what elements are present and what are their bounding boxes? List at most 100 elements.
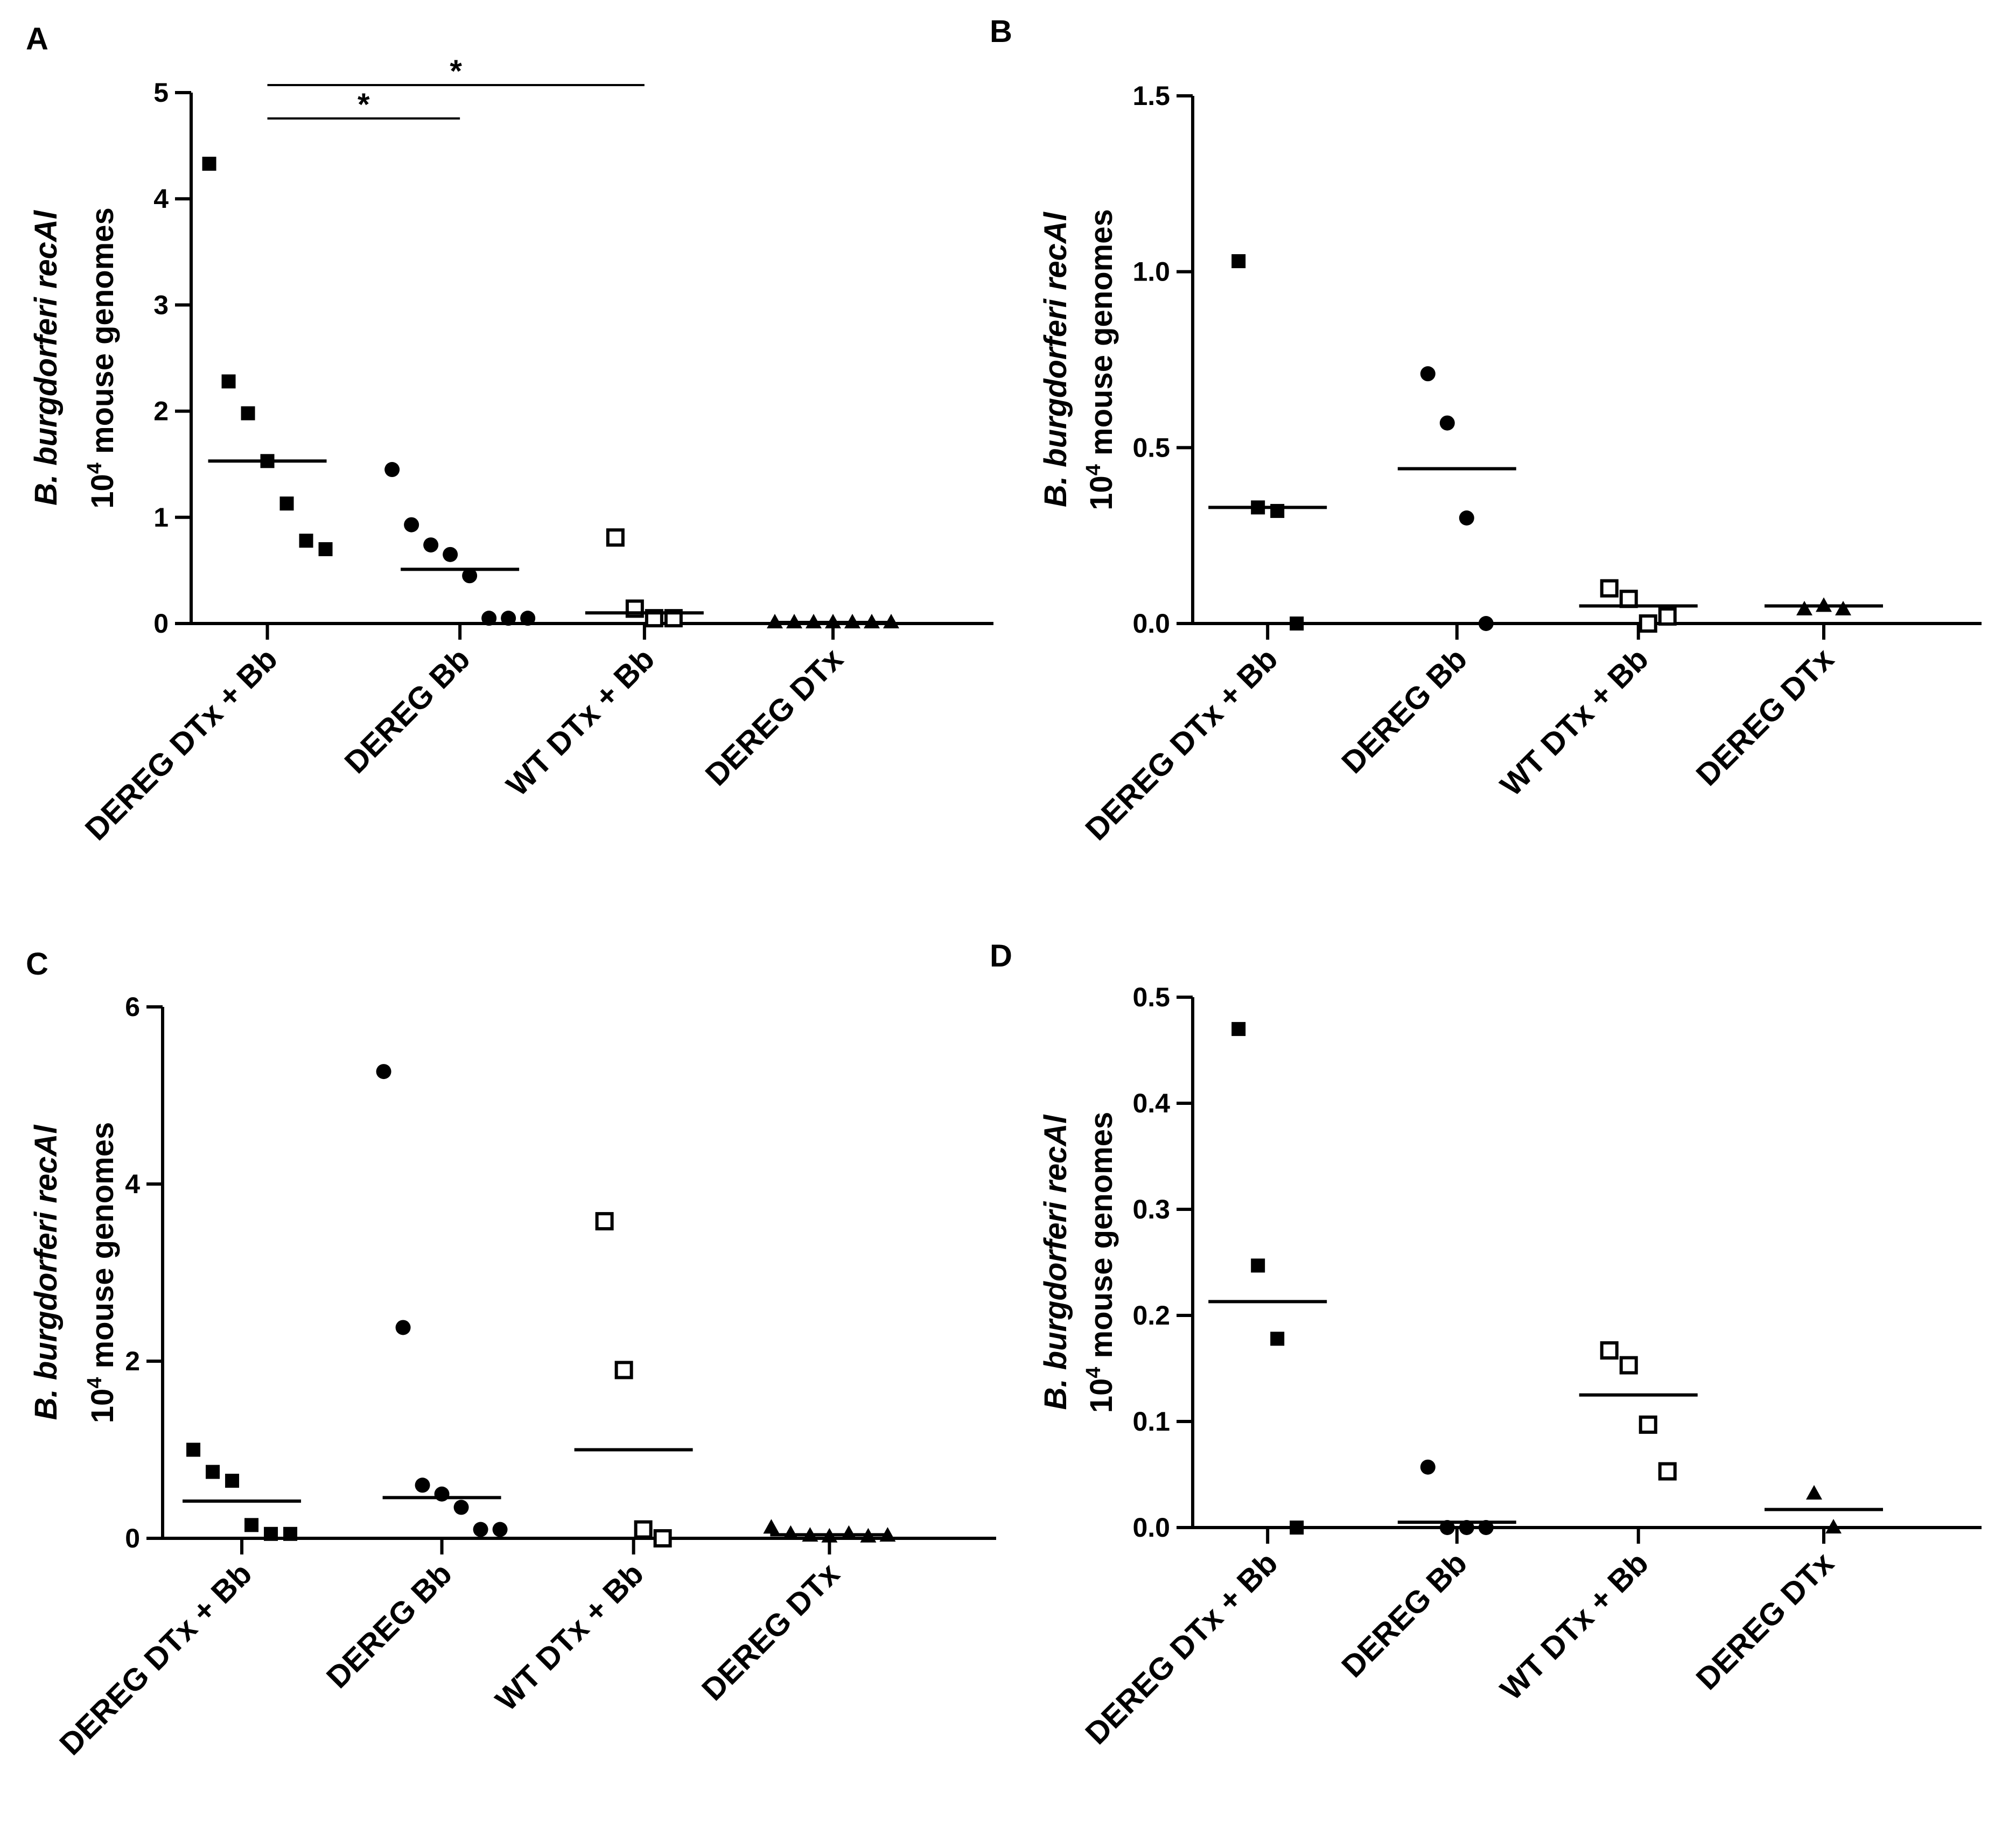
y-tick-label: 0.3 bbox=[1132, 1194, 1170, 1224]
y-tick-label: 4 bbox=[125, 1169, 140, 1199]
y-label-superscript: 4 bbox=[1082, 1367, 1105, 1378]
data-point bbox=[462, 568, 478, 584]
data-point bbox=[841, 1525, 857, 1540]
y-axis-label-line1: B. burgdorferi recAl bbox=[29, 1124, 64, 1420]
data-point bbox=[1619, 590, 1638, 608]
data-point bbox=[1639, 614, 1657, 633]
y-tick-label: 0 bbox=[125, 1523, 140, 1553]
category-label: DEREG DTx bbox=[1690, 1545, 1841, 1697]
y-tick-label: 2 bbox=[153, 396, 169, 426]
y-tick-label: 3 bbox=[153, 290, 169, 320]
data-point bbox=[453, 1500, 469, 1515]
y-tick-label: 1.0 bbox=[1132, 257, 1170, 287]
data-point bbox=[1825, 1519, 1842, 1533]
y-label-superscript: 4 bbox=[1082, 464, 1105, 475]
data-point bbox=[606, 528, 625, 547]
data-point bbox=[241, 406, 255, 421]
data-point bbox=[423, 537, 439, 553]
data-point bbox=[481, 611, 497, 626]
y-axis-label-line1: B. burgdorferi recAl bbox=[29, 209, 64, 506]
y-tick-label: 5 bbox=[153, 78, 169, 108]
data-point bbox=[1459, 510, 1474, 526]
panel-letter: A bbox=[26, 22, 48, 57]
data-point bbox=[595, 1212, 614, 1231]
data-point bbox=[395, 1320, 411, 1335]
data-point bbox=[1231, 1022, 1246, 1036]
data-point bbox=[520, 611, 536, 626]
data-point bbox=[1600, 1341, 1619, 1360]
data-point bbox=[186, 1442, 201, 1457]
data-point bbox=[225, 1474, 240, 1488]
y-axis-label-line2: 104 mouse genomes bbox=[1082, 1112, 1119, 1413]
data-point bbox=[1251, 1258, 1265, 1273]
data-point bbox=[318, 542, 333, 556]
data-point bbox=[1439, 415, 1455, 431]
data-point bbox=[244, 1518, 259, 1532]
category-label: DEREG DTx + Bb bbox=[1079, 641, 1284, 847]
category-label: DEREG DTx bbox=[699, 641, 850, 793]
data-point bbox=[299, 534, 313, 548]
category-label: DEREG DTx + Bb bbox=[53, 1556, 258, 1762]
data-point bbox=[264, 1526, 278, 1541]
data-point bbox=[1835, 600, 1851, 615]
y-label-superscript: 4 bbox=[83, 463, 106, 474]
y-tick-label: 0.2 bbox=[1132, 1300, 1170, 1330]
y-label-base: 10 bbox=[1084, 475, 1119, 510]
panel-d: D 0.0 0.1 0.2 0.3 0.4 0.5 DEREG DTx + Bb DEREG B… bbox=[990, 938, 1982, 1751]
panel-letter: D bbox=[990, 938, 1012, 973]
category-label: DEREG Bb bbox=[1335, 641, 1474, 780]
panel-letter: C bbox=[26, 947, 48, 982]
category-label: DEREG Bb bbox=[338, 641, 477, 780]
y-tick-label: 0.1 bbox=[1132, 1406, 1170, 1437]
category-label: WT DTx + Bb bbox=[500, 641, 661, 803]
data-point bbox=[283, 1526, 298, 1541]
panel-b: B 0.0 0.5 1.0 1.5 DEREG DTx + Bb DEREG Bb WT DT… bbox=[990, 14, 1982, 847]
y-label-rest: mouse genomes bbox=[1084, 209, 1119, 464]
y-tick-label: 1 bbox=[153, 502, 169, 533]
data-point bbox=[1478, 616, 1494, 631]
data-point bbox=[1639, 1415, 1657, 1434]
panel-c: C 0 2 4 6 DEREG DTx + Bb DEREG Bb WT DTx + Bb DE… bbox=[26, 947, 996, 1762]
y-label-superscript: 4 bbox=[83, 1377, 106, 1389]
y-tick-label: 6 bbox=[125, 992, 140, 1022]
data-point bbox=[1796, 600, 1812, 615]
data-point bbox=[473, 1522, 488, 1537]
y-label-rest: mouse genomes bbox=[85, 1122, 120, 1377]
y-label-base: 10 bbox=[85, 474, 120, 509]
y-label-base: 10 bbox=[1084, 1378, 1119, 1413]
data-point bbox=[1290, 1521, 1304, 1535]
data-point bbox=[376, 1064, 391, 1080]
category-label: DEREG Bb bbox=[1335, 1545, 1474, 1684]
y-axis-label-line1: B. burgdorferi recAl bbox=[1038, 211, 1073, 507]
y-tick-label: 0.0 bbox=[1132, 1512, 1170, 1543]
category-label: DEREG DTx + Bb bbox=[79, 641, 284, 847]
data-point bbox=[782, 1525, 799, 1540]
data-point bbox=[1270, 1332, 1285, 1346]
data-point bbox=[1658, 607, 1677, 626]
category-label: WT DTx + Bb bbox=[1494, 1545, 1655, 1707]
y-label-base: 10 bbox=[85, 1389, 120, 1424]
category-label: WT DTx + Bb bbox=[1494, 641, 1655, 803]
y-label-rest: mouse genomes bbox=[1084, 1112, 1119, 1367]
category-label: DEREG DTx + Bb bbox=[1079, 1545, 1284, 1751]
y-tick-label: 2 bbox=[125, 1346, 140, 1376]
data-point bbox=[492, 1522, 508, 1537]
category-label: WT DTx + Bb bbox=[489, 1556, 650, 1718]
y-tick-label: 1.5 bbox=[1132, 81, 1170, 111]
data-point bbox=[404, 517, 419, 533]
data-point bbox=[1806, 1484, 1822, 1500]
y-tick-label: 0 bbox=[153, 608, 169, 639]
data-point bbox=[1420, 366, 1436, 382]
y-label-rest: mouse genomes bbox=[85, 207, 120, 463]
data-point bbox=[1600, 579, 1619, 598]
data-point bbox=[1658, 1462, 1677, 1481]
significance-label: * bbox=[358, 87, 370, 122]
data-point bbox=[614, 1361, 633, 1379]
y-axis-label-line2: 104 mouse genomes bbox=[83, 1122, 120, 1423]
y-tick-label: 0.0 bbox=[1132, 608, 1170, 639]
y-axis-label-line1: B. burgdorferi recAl bbox=[1038, 1114, 1073, 1410]
data-point bbox=[384, 462, 400, 478]
y-tick-label: 0.5 bbox=[1132, 982, 1170, 1012]
data-point bbox=[1619, 1356, 1638, 1375]
